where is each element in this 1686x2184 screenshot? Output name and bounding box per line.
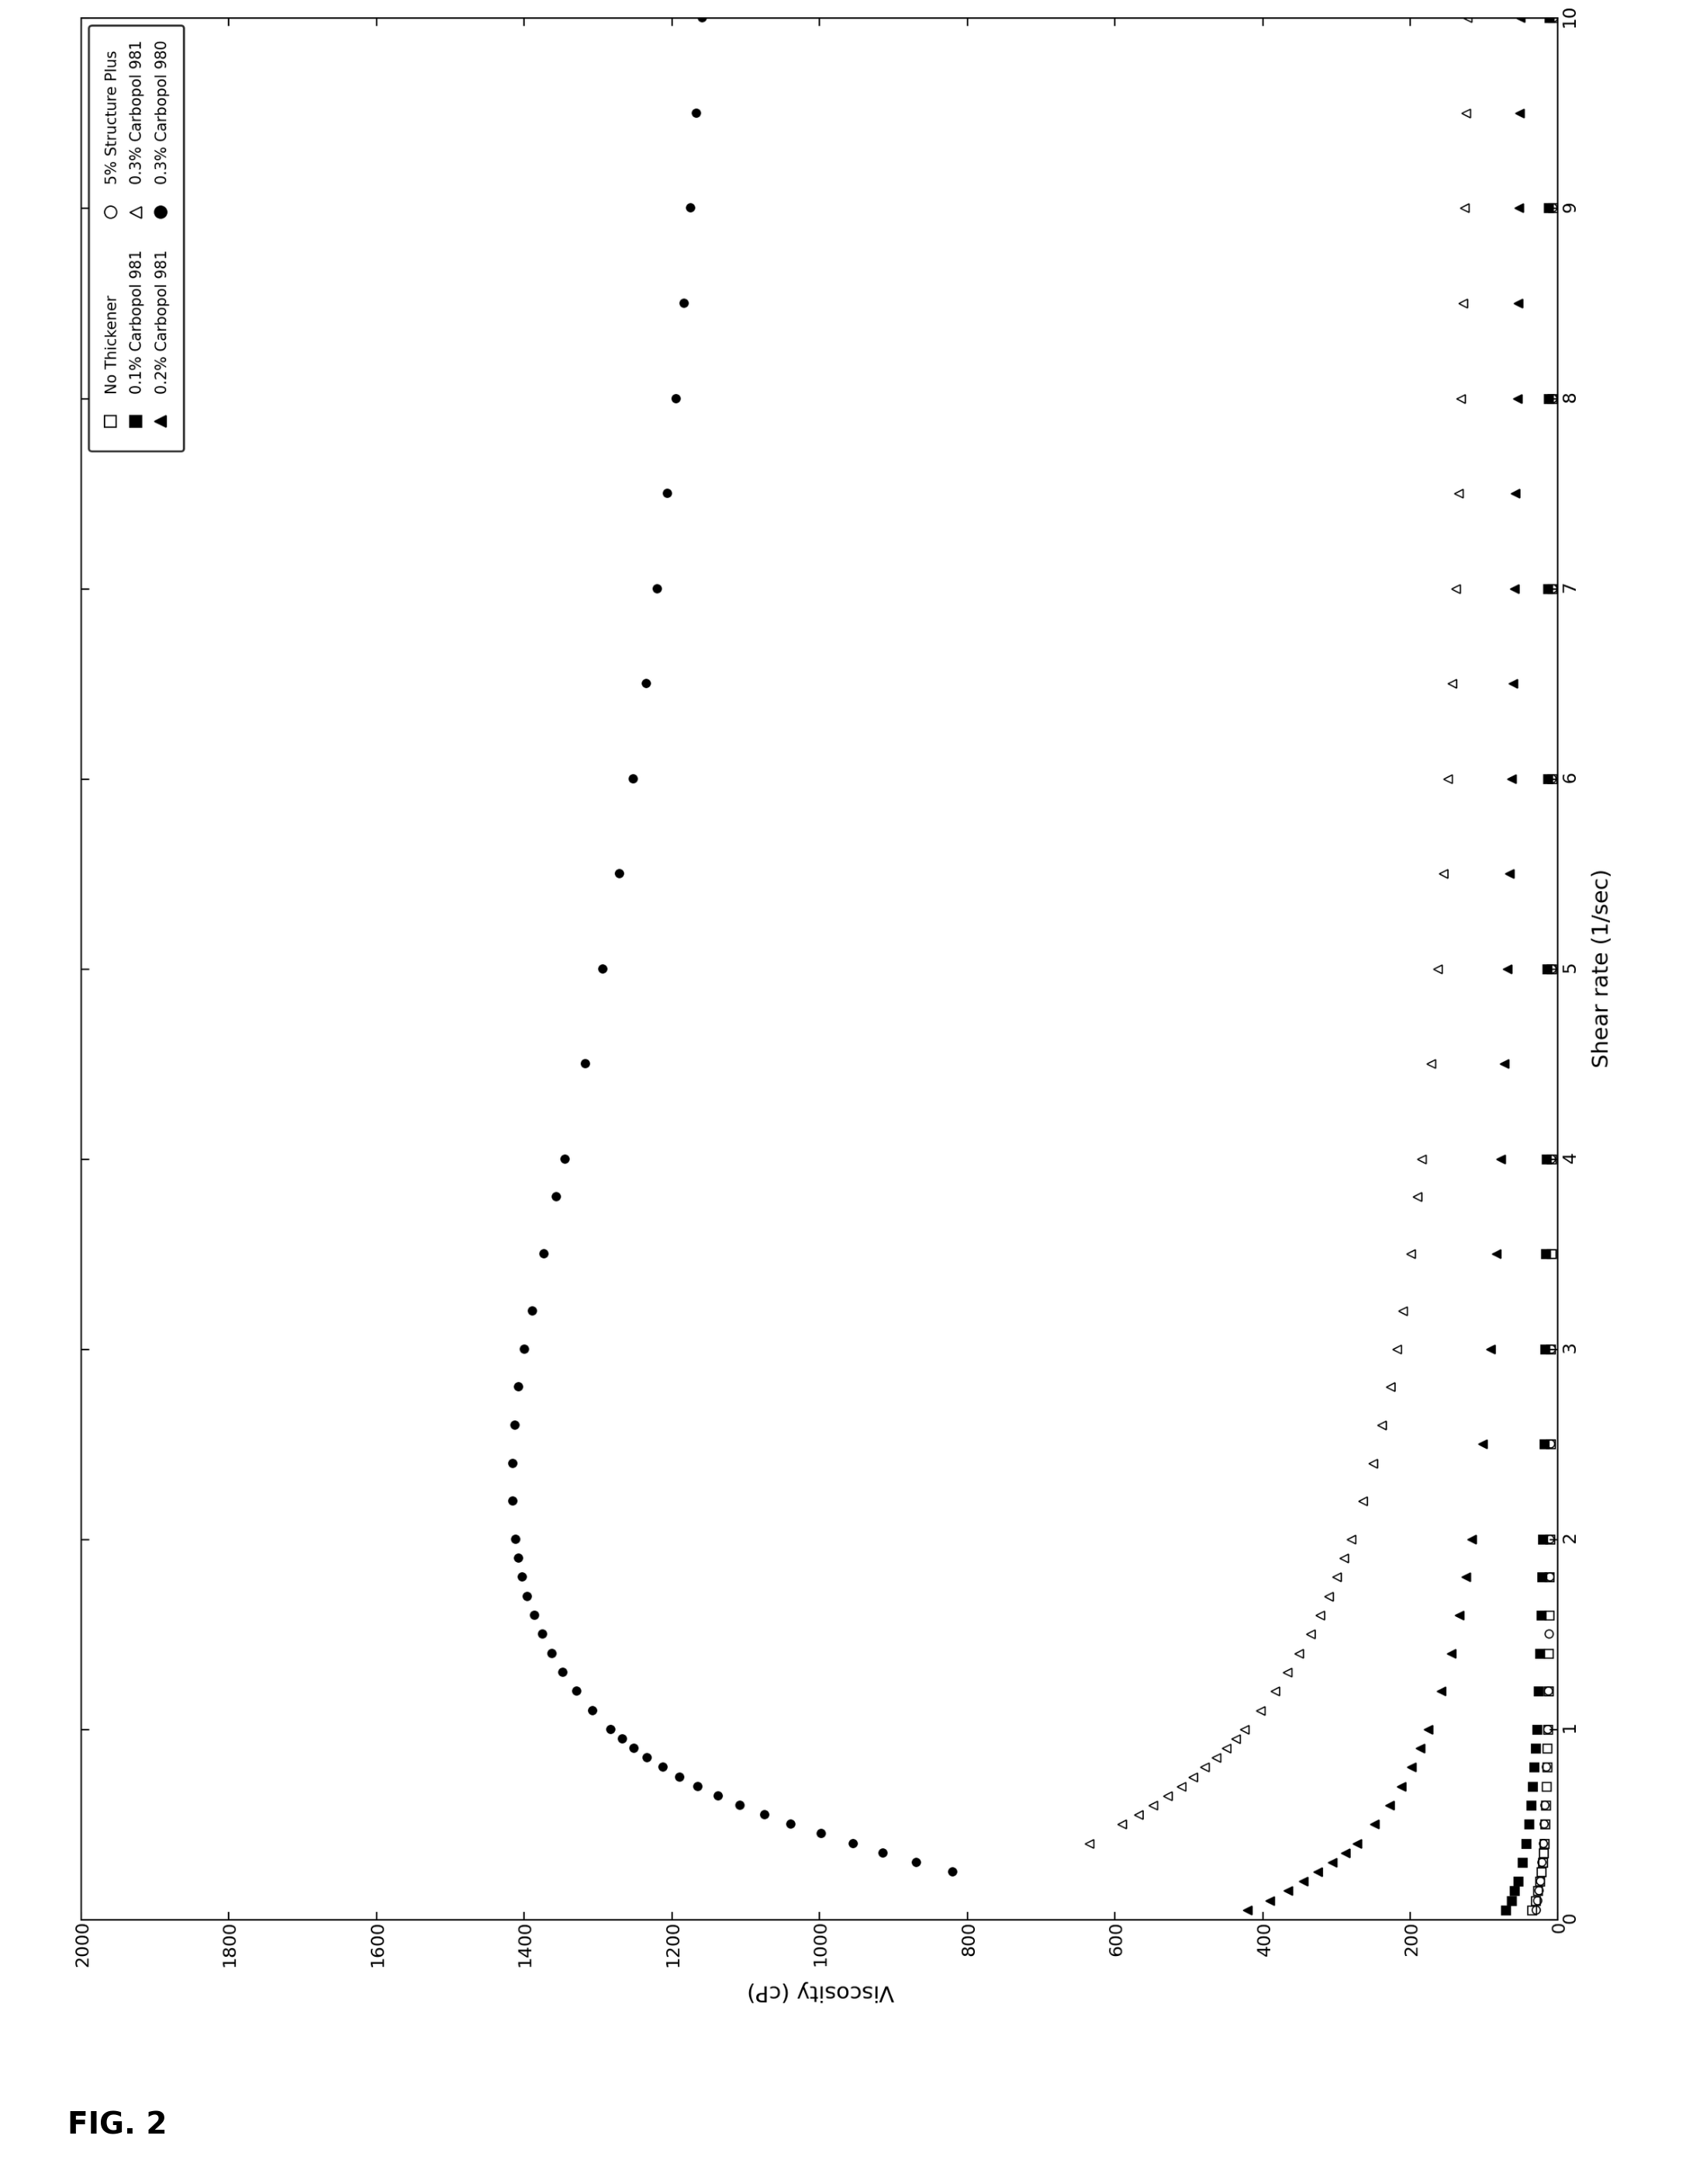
Text: FIG. 2: FIG. 2 <box>67 2112 167 2140</box>
